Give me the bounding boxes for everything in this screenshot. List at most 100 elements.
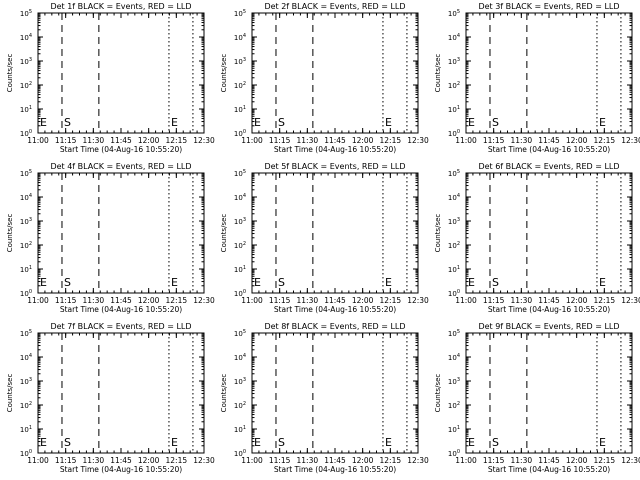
- plot-frame: [37, 332, 205, 454]
- x-axis-label: Start Time (04-Aug-16 10:55:20): [488, 305, 610, 314]
- x-tick-label: 11:30: [83, 136, 105, 145]
- time-marker-label: E: [599, 436, 606, 449]
- x-axis-label: Start Time (04-Aug-16 10:55:20): [60, 145, 182, 154]
- x-tick-label: 11:45: [324, 136, 346, 145]
- y-tick-label: 101: [20, 425, 32, 434]
- panel-title: Det 8f BLACK = Events, RED = LLD: [264, 322, 405, 331]
- y-tick-label: 105: [234, 329, 246, 338]
- y-tick-label: 105: [448, 329, 460, 338]
- y-tick-label: 102: [448, 401, 460, 410]
- time-marker-label: E: [599, 116, 606, 129]
- x-tick-label: 11:15: [483, 136, 505, 145]
- x-axis-label: Start Time (04-Aug-16 10:55:20): [488, 465, 610, 474]
- time-marker-label: S: [492, 276, 499, 289]
- x-tick-label: 12:30: [621, 456, 640, 465]
- y-tick-label: 102: [234, 241, 246, 250]
- y-tick-label: 104: [234, 193, 246, 202]
- y-tick-label: 103: [234, 57, 246, 66]
- time-marker-label: E: [254, 276, 261, 289]
- y-tick-label: 102: [234, 81, 246, 90]
- x-tick-label: 11:45: [110, 296, 132, 305]
- y-axis-label: Counts/sec: [6, 54, 14, 93]
- x-tick-label: 12:15: [380, 136, 402, 145]
- time-marker-label: E: [40, 436, 47, 449]
- time-marker-label: S: [278, 436, 285, 449]
- time-marker-label: E: [171, 116, 178, 129]
- time-marker-label: E: [599, 276, 606, 289]
- detector-panel: Det 2f BLACK = Events, RED = LLD 11:00 11:…: [220, 2, 429, 154]
- plot-frame: [251, 12, 419, 134]
- x-tick-label: 12:00: [352, 296, 374, 305]
- x-tick-label: 11:15: [269, 136, 291, 145]
- y-tick-label: 104: [234, 33, 246, 42]
- y-tick-label: 100: [20, 129, 32, 138]
- x-tick-label: 12:30: [193, 456, 215, 465]
- y-tick-label: 101: [448, 105, 460, 114]
- y-tick-label: 103: [20, 377, 32, 386]
- x-tick-label: 11:30: [83, 456, 105, 465]
- y-tick-label: 105: [20, 9, 32, 18]
- x-tick-label: 11:30: [511, 456, 533, 465]
- y-tick-label: 103: [448, 377, 460, 386]
- x-tick-label: 12:00: [138, 456, 160, 465]
- x-tick-label: 12:15: [594, 456, 616, 465]
- y-axis-label: Counts/sec: [220, 54, 228, 93]
- y-tick-label: 104: [20, 193, 32, 202]
- x-tick-label: 12:15: [380, 296, 402, 305]
- detector-panel: Det 4f BLACK = Events, RED = LLD 11:00 11:…: [6, 162, 215, 314]
- x-tick-label: 11:45: [110, 136, 132, 145]
- y-tick-label: 102: [20, 401, 32, 410]
- x-tick-label: 11:00: [27, 456, 49, 465]
- y-axis-label: Counts/sec: [434, 214, 442, 253]
- x-tick-label: 12:00: [352, 136, 374, 145]
- time-marker-label: S: [278, 116, 285, 129]
- y-tick-label: 104: [448, 33, 460, 42]
- time-marker-label: E: [40, 276, 47, 289]
- plot-frame: [465, 332, 633, 454]
- y-tick-label: 100: [234, 129, 246, 138]
- y-axis-label: Counts/sec: [220, 214, 228, 253]
- y-tick-label: 101: [234, 425, 246, 434]
- y-tick-label: 101: [234, 105, 246, 114]
- panel-title: Det 1f BLACK = Events, RED = LLD: [50, 2, 191, 11]
- time-marker-label: E: [468, 436, 475, 449]
- x-tick-label: 11:30: [297, 136, 319, 145]
- x-tick-label: 11:30: [511, 136, 533, 145]
- time-marker-label: E: [254, 436, 261, 449]
- time-marker-label: S: [278, 276, 285, 289]
- y-tick-label: 100: [448, 129, 460, 138]
- x-tick-label: 12:15: [380, 456, 402, 465]
- x-tick-label: 11:45: [324, 296, 346, 305]
- plot-frame: [465, 172, 633, 294]
- y-tick-label: 104: [448, 193, 460, 202]
- time-marker-label: E: [385, 116, 392, 129]
- y-axis-label: Counts/sec: [434, 374, 442, 413]
- x-tick-label: 11:45: [538, 136, 560, 145]
- x-tick-label: 11:15: [269, 296, 291, 305]
- x-tick-label: 11:15: [55, 136, 77, 145]
- time-marker-label: S: [492, 116, 499, 129]
- y-tick-label: 100: [234, 289, 246, 298]
- y-axis-label: Counts/sec: [6, 214, 14, 253]
- y-tick-label: 100: [448, 289, 460, 298]
- x-tick-label: 12:30: [193, 296, 215, 305]
- y-tick-label: 102: [20, 81, 32, 90]
- x-tick-label: 12:30: [621, 296, 640, 305]
- panel-title: Det 9f BLACK = Events, RED = LLD: [478, 322, 619, 331]
- x-tick-label: 12:00: [138, 136, 160, 145]
- y-tick-label: 102: [448, 241, 460, 250]
- x-tick-label: 12:15: [166, 136, 188, 145]
- panel-title: Det 4f BLACK = Events, RED = LLD: [50, 162, 191, 171]
- x-axis-label: Start Time (04-Aug-16 10:55:20): [60, 465, 182, 474]
- plot-frame: [251, 332, 419, 454]
- time-marker-label: E: [468, 116, 475, 129]
- detector-panel: Det 3f BLACK = Events, RED = LLD 11:00 11:…: [434, 2, 640, 154]
- plot-frame: [251, 172, 419, 294]
- x-tick-label: 11:00: [241, 296, 263, 305]
- x-tick-label: 11:00: [241, 136, 263, 145]
- time-marker-label: E: [171, 276, 178, 289]
- y-tick-label: 102: [448, 81, 460, 90]
- x-axis-label: Start Time (04-Aug-16 10:55:20): [274, 145, 396, 154]
- y-tick-label: 103: [234, 217, 246, 226]
